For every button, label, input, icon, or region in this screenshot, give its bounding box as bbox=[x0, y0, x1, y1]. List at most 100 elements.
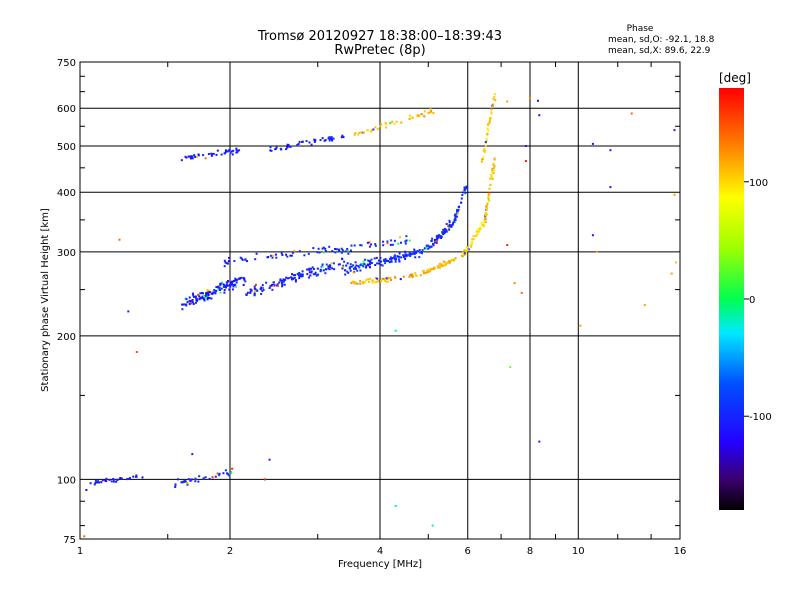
data-point bbox=[127, 310, 130, 313]
data-point bbox=[363, 281, 366, 284]
axis-ticks-layer: 1 2 4 6 8 10 16 75 100 200 300 400 500 600 750 bbox=[57, 58, 686, 557]
data-point bbox=[418, 251, 421, 254]
data-point bbox=[422, 270, 425, 273]
data-point bbox=[209, 291, 212, 294]
data-point bbox=[207, 296, 209, 299]
data-point bbox=[222, 472, 225, 475]
data-point bbox=[191, 299, 194, 301]
data-point bbox=[433, 266, 436, 269]
data-point bbox=[196, 299, 199, 302]
data-point bbox=[390, 279, 392, 281]
data-point bbox=[457, 208, 460, 211]
data-point bbox=[239, 256, 242, 259]
y-tick-label: 500 bbox=[57, 142, 76, 153]
data-point bbox=[488, 120, 491, 123]
data-point bbox=[294, 280, 297, 283]
data-point bbox=[207, 292, 210, 295]
data-point bbox=[464, 192, 467, 195]
data-point bbox=[506, 244, 509, 246]
data-point bbox=[362, 265, 365, 268]
data-point bbox=[359, 263, 362, 266]
data-point bbox=[409, 255, 412, 257]
data-point bbox=[370, 261, 373, 264]
data-point bbox=[206, 298, 209, 301]
data-point bbox=[383, 279, 386, 282]
data-point bbox=[313, 138, 316, 141]
data-point bbox=[490, 174, 493, 177]
data-point bbox=[334, 248, 337, 250]
data-point bbox=[250, 289, 253, 292]
data-point bbox=[269, 149, 272, 152]
data-point bbox=[231, 280, 234, 283]
data-point bbox=[276, 283, 279, 286]
data-point bbox=[367, 278, 370, 281]
data-point bbox=[338, 248, 340, 251]
data-point bbox=[443, 264, 446, 267]
data-point bbox=[404, 250, 407, 253]
data-point bbox=[242, 283, 245, 286]
data-point bbox=[421, 270, 424, 273]
data-point bbox=[183, 303, 186, 306]
data-point bbox=[308, 268, 311, 271]
data-point bbox=[195, 156, 198, 159]
data-point bbox=[297, 143, 300, 145]
data-point bbox=[182, 480, 185, 483]
data-point bbox=[235, 148, 238, 151]
data-point bbox=[415, 252, 417, 254]
data-point bbox=[472, 235, 475, 238]
data-point bbox=[289, 145, 292, 148]
data-point bbox=[487, 196, 490, 199]
data-point bbox=[413, 250, 416, 253]
data-point bbox=[408, 275, 411, 278]
data-point bbox=[230, 150, 233, 153]
data-point bbox=[263, 478, 266, 481]
data-point bbox=[413, 253, 416, 255]
data-point bbox=[312, 268, 315, 270]
data-point bbox=[362, 260, 365, 263]
data-point bbox=[461, 251, 464, 254]
phase-stats-x: mean, sd,X: 89.6, 22.9 bbox=[608, 46, 711, 56]
data-point bbox=[229, 284, 231, 286]
data-point bbox=[225, 286, 227, 289]
data-point bbox=[412, 251, 415, 254]
data-point bbox=[415, 274, 418, 277]
data-point bbox=[219, 291, 222, 294]
data-point bbox=[354, 266, 357, 269]
x-tick-label: 8 bbox=[527, 546, 533, 557]
data-point bbox=[438, 234, 441, 237]
data-point bbox=[328, 245, 331, 248]
data-point bbox=[181, 303, 184, 306]
data-point bbox=[230, 471, 233, 474]
data-point bbox=[225, 284, 228, 287]
data-point bbox=[271, 288, 274, 291]
data-point bbox=[488, 192, 491, 195]
data-point bbox=[452, 221, 455, 224]
data-point bbox=[190, 155, 192, 158]
data-point bbox=[426, 270, 429, 273]
data-point bbox=[391, 243, 394, 246]
data-point bbox=[470, 245, 472, 248]
data-point bbox=[479, 226, 482, 229]
data-point bbox=[466, 248, 469, 251]
data-point bbox=[471, 238, 473, 241]
data-point bbox=[221, 281, 224, 284]
data-point bbox=[210, 154, 213, 157]
data-point bbox=[208, 297, 211, 299]
data-point bbox=[537, 99, 539, 102]
data-point bbox=[203, 299, 206, 302]
data-point bbox=[369, 260, 372, 263]
data-point bbox=[476, 233, 479, 236]
data-point bbox=[177, 478, 179, 481]
chart-subtitle: RwPretec (8p) bbox=[334, 43, 425, 58]
data-point bbox=[223, 284, 226, 287]
data-point bbox=[482, 150, 485, 152]
data-point bbox=[431, 524, 434, 527]
data-point bbox=[234, 277, 237, 280]
data-point bbox=[286, 255, 289, 258]
data-point bbox=[319, 139, 322, 142]
data-point bbox=[273, 284, 276, 287]
data-point bbox=[465, 252, 468, 255]
data-point bbox=[285, 148, 288, 151]
data-point bbox=[322, 269, 325, 272]
